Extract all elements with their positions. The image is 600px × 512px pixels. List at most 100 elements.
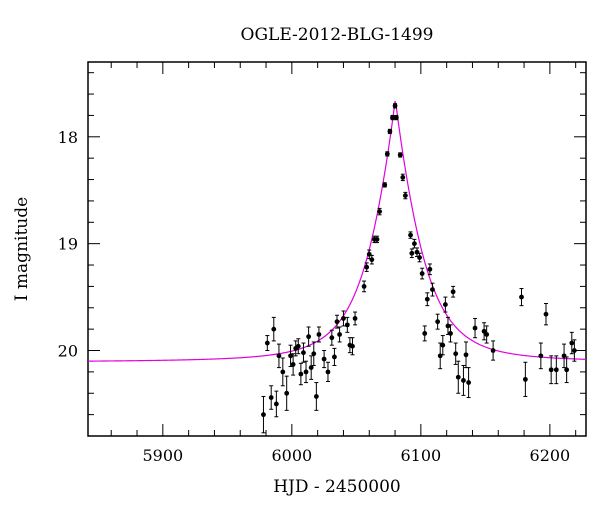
axis-ticks xyxy=(88,62,586,437)
x-tick-label: 6000 xyxy=(271,446,312,465)
point-marker xyxy=(564,367,570,373)
data-point xyxy=(397,152,403,158)
point-marker xyxy=(329,335,335,341)
axis-tick-labels: 5900 6000 6100 6200 18 19 20 xyxy=(58,128,571,465)
data-point xyxy=(361,280,367,293)
point-marker xyxy=(400,175,406,180)
data-point xyxy=(435,313,441,330)
data-point xyxy=(538,342,544,370)
data-point xyxy=(382,182,388,188)
data-point xyxy=(427,263,433,276)
data-point xyxy=(543,302,549,326)
data-point xyxy=(303,360,309,384)
point-marker xyxy=(543,311,549,317)
data-point xyxy=(519,288,524,307)
point-marker xyxy=(466,380,471,385)
point-marker xyxy=(271,326,277,332)
point-marker xyxy=(393,115,399,120)
point-marker xyxy=(374,236,380,242)
point-marker xyxy=(472,325,478,331)
point-marker xyxy=(384,151,390,157)
data-point xyxy=(374,235,380,244)
data-point xyxy=(290,353,296,376)
point-marker xyxy=(402,193,408,198)
point-marker xyxy=(392,103,398,109)
point-marker xyxy=(261,412,266,418)
point-marker xyxy=(419,271,425,276)
data-point xyxy=(440,335,446,356)
y-tick-label: 20 xyxy=(58,342,78,361)
point-marker xyxy=(273,401,279,407)
point-marker xyxy=(442,302,448,307)
data-point xyxy=(442,296,448,313)
point-marker xyxy=(350,343,355,349)
data-point xyxy=(484,325,490,344)
y-axis-label: I magnitude xyxy=(12,197,32,301)
point-marker xyxy=(408,232,413,238)
data-point xyxy=(430,282,435,297)
point-marker xyxy=(288,353,293,359)
x-tick-label: 6200 xyxy=(530,446,571,465)
data-point xyxy=(393,114,399,121)
point-marker xyxy=(463,352,469,358)
point-marker xyxy=(445,323,451,329)
point-marker xyxy=(561,353,567,359)
point-marker xyxy=(344,322,350,328)
point-marker xyxy=(337,332,342,337)
data-point xyxy=(422,325,428,342)
data-point xyxy=(409,248,415,259)
point-marker xyxy=(569,340,575,346)
point-marker xyxy=(306,334,312,340)
point-marker xyxy=(268,395,274,400)
point-marker xyxy=(332,354,337,360)
data-point xyxy=(408,231,413,239)
data-point xyxy=(337,326,342,343)
point-marker xyxy=(448,331,453,336)
observation-points xyxy=(261,103,577,434)
data-point xyxy=(384,151,390,157)
data-point xyxy=(364,262,370,272)
data-point xyxy=(284,375,290,411)
point-marker xyxy=(437,353,443,359)
data-point xyxy=(571,339,577,362)
point-marker xyxy=(264,340,270,346)
point-marker xyxy=(387,129,393,134)
point-marker xyxy=(422,331,428,336)
point-marker xyxy=(341,316,346,321)
point-marker xyxy=(435,319,441,325)
data-point xyxy=(390,114,395,121)
data-point xyxy=(347,337,353,354)
point-marker xyxy=(553,367,559,373)
point-marker xyxy=(424,296,430,302)
data-point xyxy=(461,364,466,396)
point-marker xyxy=(316,332,322,337)
data-point xyxy=(414,247,420,257)
data-point xyxy=(463,341,469,369)
x-axis-label: HJD - 2450000 xyxy=(273,477,401,497)
data-point xyxy=(453,342,459,365)
data-point xyxy=(490,340,496,361)
point-marker xyxy=(377,209,382,215)
point-marker xyxy=(397,152,403,158)
data-point xyxy=(344,316,350,333)
data-point xyxy=(412,238,417,249)
data-point xyxy=(295,338,301,355)
x-tick-label: 5900 xyxy=(142,446,183,465)
point-marker xyxy=(548,367,554,373)
data-point xyxy=(276,343,282,369)
data-point xyxy=(329,329,335,346)
data-point xyxy=(350,337,355,356)
point-marker xyxy=(409,250,415,256)
data-point xyxy=(455,360,461,394)
chart-title: OGLE-2012-BLG-1499 xyxy=(241,25,434,45)
point-marker xyxy=(390,115,395,120)
point-marker xyxy=(490,348,496,353)
data-point xyxy=(553,355,559,385)
data-point xyxy=(387,128,393,135)
point-marker xyxy=(361,284,367,289)
data-point xyxy=(522,361,528,397)
point-marker xyxy=(453,351,459,357)
data-point xyxy=(392,103,398,109)
x-tick-label: 6100 xyxy=(401,446,442,465)
